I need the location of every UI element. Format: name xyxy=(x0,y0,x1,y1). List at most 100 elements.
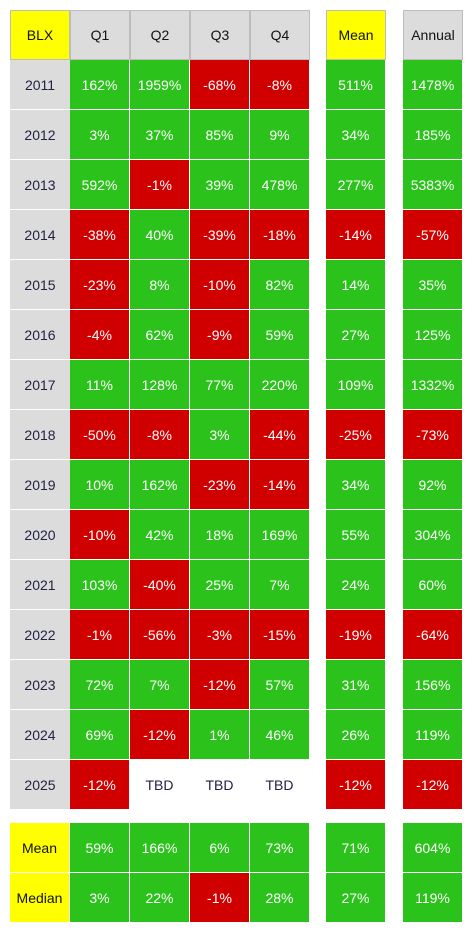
year-label: 2024 xyxy=(10,710,70,760)
mean-return-cell: -12% xyxy=(326,760,386,810)
quarter-return-cell: 7% xyxy=(130,660,190,710)
quarter-return-cell: TBD xyxy=(250,760,310,810)
quarter-return-cell: -10% xyxy=(70,510,130,560)
quarter-return-cell: -14% xyxy=(250,460,310,510)
quarter-return-cell: 46% xyxy=(250,710,310,760)
summary-quarter-cell: 3% xyxy=(70,873,130,923)
column-header-mean: Mean xyxy=(326,10,386,60)
quarter-return-cell: -23% xyxy=(190,460,250,510)
quarter-return-cell: 220% xyxy=(250,360,310,410)
summary-quarter-cell: 73% xyxy=(250,823,310,873)
quarter-return-cell: TBD xyxy=(130,760,190,810)
quarter-return-cell: 8% xyxy=(130,260,190,310)
quarter-return-cell: -12% xyxy=(130,710,190,760)
quarter-return-cell: -40% xyxy=(130,560,190,610)
summary-annual-cell: 604% xyxy=(403,823,463,873)
year-label: 2015 xyxy=(10,260,70,310)
mean-return-cell: 34% xyxy=(326,110,386,160)
annual-return-cell: 35% xyxy=(403,260,463,310)
annual-return-cell: 60% xyxy=(403,560,463,610)
quarter-return-cell: 162% xyxy=(70,60,130,110)
quarter-return-cell: -1% xyxy=(70,610,130,660)
annual-return-cell: 156% xyxy=(403,660,463,710)
annual-return-cell: -57% xyxy=(403,210,463,260)
year-label: 2014 xyxy=(10,210,70,260)
annual-return-cell: 1478% xyxy=(403,60,463,110)
mean-return-cell: 109% xyxy=(326,360,386,410)
annual-return-cell: 185% xyxy=(403,110,463,160)
quarter-return-cell: -56% xyxy=(130,610,190,660)
summary-quarter-cell: 166% xyxy=(130,823,190,873)
column-header-q2: Q2 xyxy=(130,10,190,60)
year-label: 2011 xyxy=(10,60,70,110)
column-header-q3: Q3 xyxy=(190,10,250,60)
table-title: BLX xyxy=(10,10,70,60)
annual-return-cell: -12% xyxy=(403,760,463,810)
quarter-return-cell: 10% xyxy=(70,460,130,510)
mean-return-cell: -19% xyxy=(326,610,386,660)
quarter-return-cell: -23% xyxy=(70,260,130,310)
quarter-return-cell: -15% xyxy=(250,610,310,660)
quarter-return-cell: -68% xyxy=(190,60,250,110)
summary-mean-cell: 71% xyxy=(326,823,386,873)
quarter-return-cell: -9% xyxy=(190,310,250,360)
column-header-annual: Annual xyxy=(403,10,463,60)
year-label: 2016 xyxy=(10,310,70,360)
quarter-return-cell: 82% xyxy=(250,260,310,310)
quarter-return-cell: -1% xyxy=(130,160,190,210)
mean-return-cell: 34% xyxy=(326,460,386,510)
annual-return-cell: -64% xyxy=(403,610,463,660)
year-label: 2019 xyxy=(10,460,70,510)
summary-annual-cell: 119% xyxy=(403,873,463,923)
quarter-return-cell: 85% xyxy=(190,110,250,160)
quarter-return-cell: 9% xyxy=(250,110,310,160)
annual-return-cell: 119% xyxy=(403,710,463,760)
quarter-return-cell: 37% xyxy=(130,110,190,160)
quarter-return-cell: 18% xyxy=(190,510,250,560)
quarter-return-cell: 62% xyxy=(130,310,190,360)
quarter-return-cell: -12% xyxy=(190,660,250,710)
quarter-return-cell: 11% xyxy=(70,360,130,410)
summary-label: Mean xyxy=(10,823,70,873)
quarter-return-cell: 103% xyxy=(70,560,130,610)
column-header-q1: Q1 xyxy=(70,10,130,60)
mean-return-cell: -14% xyxy=(326,210,386,260)
summary-label: Median xyxy=(10,873,70,923)
quarter-return-cell: 39% xyxy=(190,160,250,210)
quarter-return-cell: -50% xyxy=(70,410,130,460)
mean-return-cell: 26% xyxy=(326,710,386,760)
mean-return-cell: -25% xyxy=(326,410,386,460)
mean-return-cell: 31% xyxy=(326,660,386,710)
mean-return-cell: 27% xyxy=(326,310,386,360)
mean-return-cell: 55% xyxy=(326,510,386,560)
quarter-return-cell: 592% xyxy=(70,160,130,210)
mean-return-cell: 511% xyxy=(326,60,386,110)
annual-return-cell: -73% xyxy=(403,410,463,460)
annual-return-cell: 125% xyxy=(403,310,463,360)
quarter-return-cell: 40% xyxy=(130,210,190,260)
annual-return-cell: 304% xyxy=(403,510,463,560)
quarter-return-cell: 72% xyxy=(70,660,130,710)
quarter-return-cell: -3% xyxy=(190,610,250,660)
quarter-return-cell: -18% xyxy=(250,210,310,260)
quarter-return-cell: -38% xyxy=(70,210,130,260)
mean-return-cell: 277% xyxy=(326,160,386,210)
summary-quarter-cell: 6% xyxy=(190,823,250,873)
quarter-return-cell: 3% xyxy=(70,110,130,160)
quarter-return-cell: 3% xyxy=(190,410,250,460)
quarter-return-cell: 59% xyxy=(250,310,310,360)
quarter-return-cell: 169% xyxy=(250,510,310,560)
year-label: 2017 xyxy=(10,360,70,410)
annual-return-cell: 5383% xyxy=(403,160,463,210)
quarter-return-cell: -44% xyxy=(250,410,310,460)
year-label: 2012 xyxy=(10,110,70,160)
quarter-return-cell: 25% xyxy=(190,560,250,610)
year-label: 2020 xyxy=(10,510,70,560)
quarter-return-cell: -8% xyxy=(250,60,310,110)
summary-quarter-cell: -1% xyxy=(190,873,250,923)
quarter-return-cell: 7% xyxy=(250,560,310,610)
quarter-return-cell: -8% xyxy=(130,410,190,460)
year-label: 2021 xyxy=(10,560,70,610)
quarter-return-cell: 1959% xyxy=(130,60,190,110)
quarter-return-cell: -12% xyxy=(70,760,130,810)
